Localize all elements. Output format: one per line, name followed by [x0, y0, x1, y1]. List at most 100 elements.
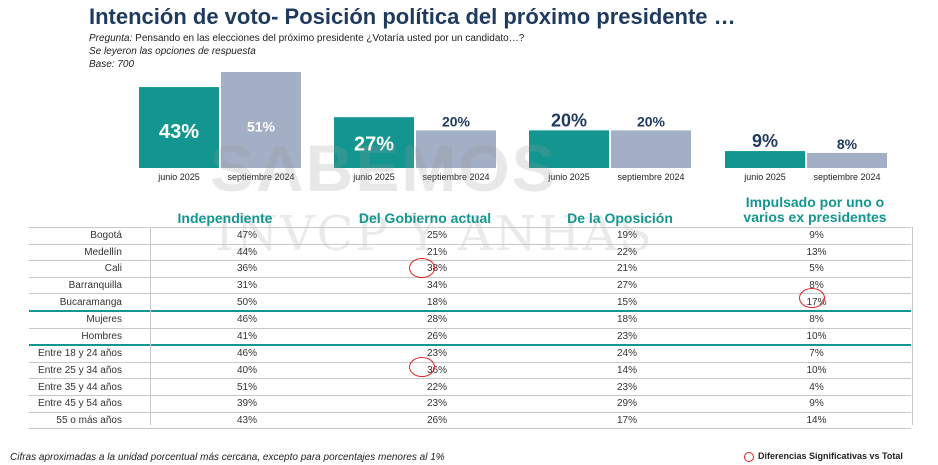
table-cell: 51% [152, 378, 342, 396]
table-cell: 18% [342, 293, 532, 312]
significance-marker-cali-gobierno [409, 258, 435, 278]
bar-junio-2025-0 [139, 87, 219, 168]
significance-marker-25-34-gobierno [409, 357, 435, 377]
column-header-independiente: Independiente [177, 210, 273, 226]
table-cell: 38% [342, 260, 532, 278]
table-cell: 5% [722, 260, 911, 278]
table-divider [150, 227, 151, 425]
options-note: Se leyeron las opciones de respuesta [89, 46, 256, 57]
bar-label-1-3: 8% [837, 136, 858, 152]
bar-chart: 43% junio 2025 51% septiembre 2024 27% junio … [139, 72, 887, 182]
row-label: Entre 25 y 34 años [29, 362, 152, 380]
table-cell: 22% [342, 378, 532, 396]
table-row: Entre 35 y 44 años 51% 22% 23% 4% [29, 378, 911, 396]
table-row: Hombres 41% 26% 23% 10% [29, 328, 911, 347]
table-cell: 21% [342, 244, 532, 262]
table-cell: 4% [722, 378, 911, 396]
bar-period-label-1-1: septiembre 2024 [422, 172, 489, 182]
column-header-ex-presidentes: Impulsado por uno o varios ex presidente… [743, 194, 887, 225]
table-row: Bogotá 47% 25% 19% 9% [29, 227, 911, 245]
table-cell: 23% [342, 395, 532, 413]
table-cell: 31% [152, 277, 342, 295]
table-cell: 17% [532, 412, 722, 430]
page-title: Intención de voto- Posición política del… [89, 4, 736, 29]
question-text: Pregunta: Pensando en las elecciones del… [89, 33, 524, 44]
table-cell: 19% [532, 227, 722, 245]
row-label: Bogotá [29, 227, 152, 245]
question-body: Pensando en las elecciones del próximo p… [132, 33, 525, 44]
table-cell: 41% [152, 328, 342, 347]
bar-period-label-0-0: junio 2025 [157, 172, 200, 182]
table-cell: 24% [532, 345, 722, 363]
table-cell: 9% [722, 227, 911, 245]
table-cell: 34% [342, 277, 532, 295]
row-label: Mujeres [29, 310, 152, 329]
table-row: 55 o más años 43% 26% 17% 14% [29, 412, 911, 430]
bar-label-1-1: 20% [442, 113, 471, 129]
bar-period-label-0-3: junio 2025 [743, 172, 786, 182]
row-label: 55 o más años [29, 412, 152, 430]
table-cell: 10% [722, 362, 911, 380]
table-row: Mujeres 46% 28% 18% 8% [29, 310, 911, 329]
table-cell: 36% [152, 260, 342, 278]
bar-junio-2025-1 [334, 117, 414, 168]
legend-circle-icon [744, 451, 754, 462]
row-label: Entre 45 y 54 años [29, 395, 152, 413]
row-label: Medellín [29, 244, 152, 262]
table-cell: 23% [532, 378, 722, 396]
bar-period-label-0-1: junio 2025 [352, 172, 395, 182]
bar-label-1-2: 20% [637, 113, 666, 129]
table-cell: 14% [722, 412, 911, 430]
base-note: Base: 700 [89, 59, 135, 70]
bar-period-label-0-2: junio 2025 [547, 172, 590, 182]
bar-label-0-0: 43% [159, 121, 199, 143]
bar-junio-2025-3 [725, 151, 805, 168]
table-cell: 29% [532, 395, 722, 413]
table-cell: 50% [152, 293, 342, 312]
column-header-gobierno: Del Gobierno actual [358, 210, 492, 226]
table-cell: 13% [722, 244, 911, 262]
bar-septiembre-2024-3 [807, 152, 887, 168]
table-row: Entre 45 y 54 años 39% 23% 29% 9% [29, 395, 911, 413]
bar-period-label-1-3: septiembre 2024 [813, 172, 880, 182]
legend: Diferencias Significativas vs Total [744, 451, 903, 462]
table-cell: 18% [532, 310, 722, 329]
table-cell: 40% [152, 362, 342, 380]
bar-period-label-1-2: septiembre 2024 [617, 172, 684, 182]
table-cell: 15% [532, 293, 722, 312]
bar-period-label-1-0: septiembre 2024 [227, 172, 294, 182]
table-cell: 26% [342, 412, 532, 430]
bar-label-0-1: 27% [354, 134, 394, 156]
row-label: Entre 18 y 24 años [29, 345, 152, 363]
question-label: Pregunta: [89, 33, 133, 44]
table-cell: 25% [342, 227, 532, 245]
table-cell: 10% [722, 328, 911, 347]
row-label: Entre 35 y 44 años [29, 378, 152, 396]
bar-septiembre-2024-2 [611, 130, 691, 168]
table-cell: 21% [532, 260, 722, 278]
table-row: Entre 25 y 34 años 40% 36% 14% 10% [29, 362, 911, 380]
results-table: Bogotá 47% 25% 19% 9% Medellín 44% 21% 22% 13% Cal… [29, 227, 911, 430]
table-row: Medellín 44% 21% 22% 13% [29, 244, 911, 262]
row-label: Barranquilla [29, 277, 152, 295]
table-cell: 28% [342, 310, 532, 329]
significance-marker-bucaramanga-expresidentes [799, 288, 825, 308]
bar-label-1-0: 51% [247, 119, 276, 135]
table-row: Bucaramanga 50% 18% 15% 17% [29, 293, 911, 312]
table-cell: 47% [152, 227, 342, 245]
table-cell: 39% [152, 395, 342, 413]
footnote: Cifras aproximadas a la unidad porcentua… [10, 452, 445, 463]
table-cell: 7% [722, 345, 911, 363]
table-row: Entre 18 y 24 años 46% 23% 24% 7% [29, 345, 911, 363]
table-cell: 23% [532, 328, 722, 347]
table-row: Cali 36% 38% 21% 5% [29, 260, 911, 278]
table-cell: 14% [532, 362, 722, 380]
row-label: Cali [29, 260, 152, 278]
table-row: Barranquilla 31% 34% 27% 8% [29, 277, 911, 295]
table-cell: 22% [532, 244, 722, 262]
column-header-oposicion: De la Oposición [567, 210, 673, 226]
bar-septiembre-2024-1 [416, 130, 496, 168]
row-label: Hombres [29, 328, 152, 347]
table-cell: 26% [342, 328, 532, 347]
legend-label: Diferencias Significativas vs Total [758, 451, 903, 461]
